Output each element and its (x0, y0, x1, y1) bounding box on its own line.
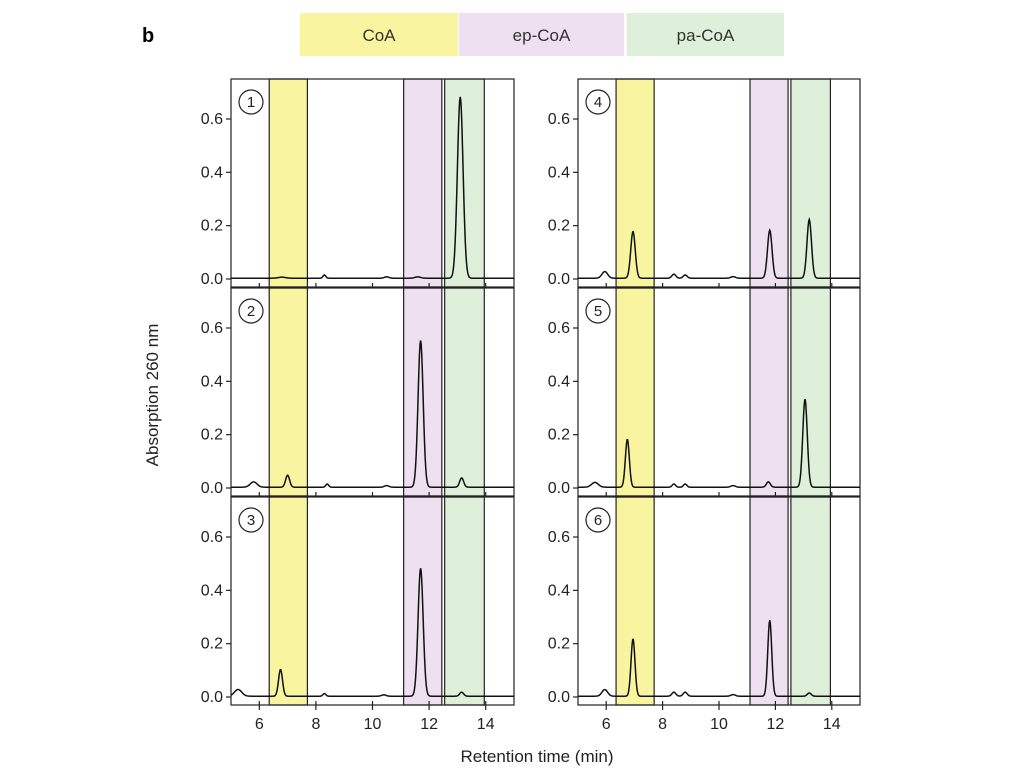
y-tick-label: 0.4 (548, 164, 570, 181)
x-tick-label: 8 (311, 716, 320, 733)
y-tick-label: 0.6 (548, 320, 570, 337)
legend-swatch-coa (300, 13, 458, 56)
x-tick-label: 14 (477, 716, 495, 733)
legend-label-pa-coa: pa-CoA (677, 26, 735, 45)
trace-line-1 (231, 96, 514, 279)
y-tick-label: 0.2 (548, 218, 570, 235)
panel-number: 5 (594, 303, 602, 320)
x-tick-label: 10 (710, 716, 728, 733)
band-ep-coa (403, 78, 443, 288)
band-ep-coa (749, 287, 789, 497)
y-tick-label: 0.0 (201, 689, 223, 706)
trace-line-4 (578, 216, 860, 279)
panel-number: 6 (594, 512, 602, 529)
legend-label-coa: CoA (362, 26, 396, 45)
x-tick-label: 8 (658, 716, 667, 733)
y-tick-label: 0.6 (548, 111, 570, 128)
band-pa-coa (790, 287, 831, 497)
y-tick-label: 0.4 (201, 582, 223, 599)
legend-label-ep-coa: ep-CoA (513, 26, 571, 45)
y-tick-label: 0.2 (548, 636, 570, 653)
y-tick-label: 0.2 (201, 218, 223, 235)
panel-number-circle (238, 298, 264, 324)
y-tick-label: 0.0 (548, 689, 570, 706)
panel-number-circle (585, 298, 611, 324)
panel-number-circle (585, 507, 611, 533)
band-coa (268, 287, 309, 497)
y-tick-label: 0.0 (201, 480, 223, 497)
band-pa-coa (444, 78, 485, 288)
x-tick-label: 12 (767, 716, 785, 733)
x-tick-label: 12 (420, 716, 438, 733)
y-axis-title: Absorption 260 nm (143, 324, 162, 467)
y-tick-label: 0.4 (548, 582, 570, 599)
y-tick-label: 0.4 (201, 164, 223, 181)
chromatogram-panel-1: 0.0 0.2 0.4 0.6 1 (201, 78, 515, 288)
band-coa (615, 287, 655, 497)
x-axis-title: Retention time (min) (460, 747, 613, 766)
panel-number: 4 (594, 94, 602, 111)
figure-panel-label: b (142, 25, 154, 47)
band-pa-coa (790, 78, 831, 288)
chromatogram-panel-3: 0.0 0.2 0.4 0.6 6 8 10 12 14 3 (201, 496, 515, 733)
panel-number: 3 (247, 512, 255, 529)
trace-line-5 (578, 399, 860, 488)
y-tick-label: 0.6 (201, 320, 223, 337)
band-ep-coa (749, 78, 789, 288)
y-tick-label: 0.0 (548, 271, 570, 288)
chromatogram-panel-6: 0.0 0.2 0.4 0.6 6 8 10 12 14 6 (548, 496, 861, 733)
y-tick-label: 0.4 (548, 373, 570, 390)
trace-line-2 (231, 340, 514, 488)
band-coa (615, 78, 655, 288)
x-tick-label: 10 (364, 716, 382, 733)
band-ep-coa (749, 496, 789, 706)
legend-swatch-pa-coa (627, 13, 784, 56)
y-tick-label: 0.2 (201, 636, 223, 653)
y-tick-label: 0.0 (548, 480, 570, 497)
chart-panels: 0.0 0.2 0.4 0.6 1 0.0 0.2 0.4 0.6 2 0.0 0.2 0.4 0.6 6 8… (201, 78, 861, 733)
chromatogram-panel-2: 0.0 0.2 0.4 0.6 2 (201, 287, 515, 497)
band-coa (268, 78, 309, 288)
trace-line-3 (230, 568, 514, 697)
y-tick-label: 0.2 (548, 427, 570, 444)
chart-legend: CoA ep-CoA pa-CoA (300, 13, 784, 56)
panel-number: 1 (247, 94, 255, 111)
chromatogram-panel-4: 0.0 0.2 0.4 0.6 4 (548, 78, 861, 288)
band-pa-coa (444, 496, 485, 706)
panel-number-circle (585, 89, 611, 115)
panel-number-circle (238, 507, 264, 533)
band-pa-coa (790, 496, 831, 706)
y-tick-label: 0.4 (201, 373, 223, 390)
legend-swatch-ep-coa (459, 13, 624, 56)
chromatogram-panel-5: 0.0 0.2 0.4 0.6 5 (548, 287, 861, 497)
y-tick-label: 0.6 (201, 529, 223, 546)
y-tick-label: 0.0 (201, 271, 223, 288)
y-tick-label: 0.6 (548, 529, 570, 546)
band-coa (268, 496, 309, 706)
x-tick-label: 14 (823, 716, 841, 733)
panel-number-circle (238, 89, 264, 115)
band-pa-coa (444, 287, 485, 497)
y-tick-label: 0.6 (201, 111, 223, 128)
x-tick-label: 6 (602, 716, 611, 733)
x-tick-label: 6 (255, 716, 264, 733)
y-tick-label: 0.2 (201, 427, 223, 444)
panel-number: 2 (247, 303, 255, 320)
trace-line-6 (578, 620, 860, 697)
